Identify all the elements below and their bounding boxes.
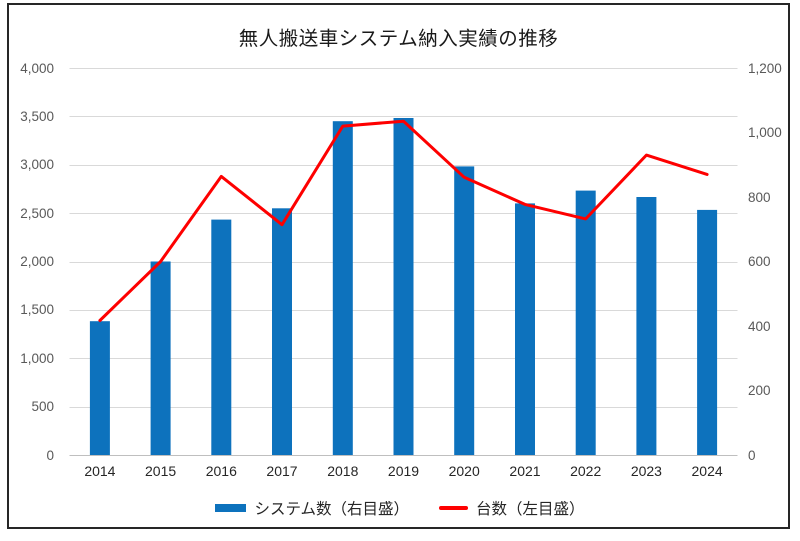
chart-title: 無人搬送車システム納入実績の推移 [238, 28, 559, 50]
legend-item-systems: システム数（右目盛） [215, 497, 409, 519]
bar-2015 [150, 261, 171, 455]
bar-2024 [697, 209, 718, 455]
legend: システム数（右目盛） 台数（左目盛） [0, 497, 800, 519]
bar-2017 [272, 208, 292, 455]
bar-series-swatch-icon [215, 504, 247, 512]
bar-2023 [636, 197, 657, 455]
legend-label-units: 台数（左目盛） [476, 501, 585, 518]
bar-2021 [515, 203, 535, 455]
line-series [98, 119, 709, 322]
bar-2022 [575, 190, 596, 455]
line-series-swatch-icon [439, 506, 469, 510]
bar-2020 [454, 166, 475, 455]
bar-2018 [332, 121, 353, 455]
bar-2014 [89, 321, 110, 455]
legend-item-units: 台数（左目盛） [439, 497, 585, 519]
bar-2019 [393, 118, 414, 455]
legend-label-systems: システム数（右目盛） [254, 501, 410, 518]
bar-2016 [211, 219, 232, 455]
